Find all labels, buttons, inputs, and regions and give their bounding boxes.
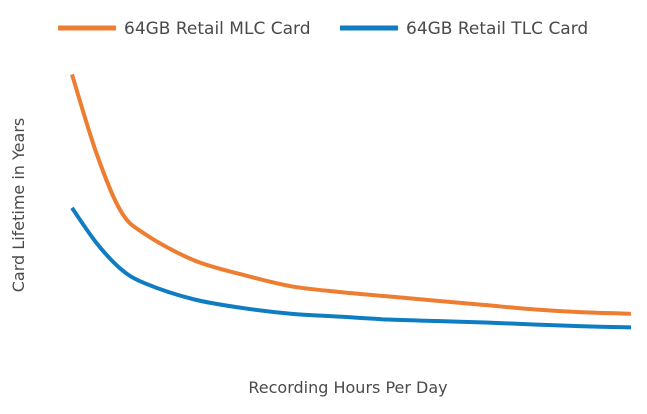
legend-item-tlc: 64GB Retail TLC Card: [340, 19, 588, 39]
x-axis-label: Recording Hours Per Day: [248, 378, 447, 397]
legend-label-mlc: 64GB Retail MLC Card: [124, 19, 311, 39]
legend-item-mlc: 64GB Retail MLC Card: [58, 19, 311, 39]
y-axis-label: Card Lifetime in Years: [9, 118, 28, 292]
series-line-mlc: [70, 73, 632, 316]
legend: 64GB Retail MLC Card 64GB Retail TLC Car…: [58, 19, 588, 39]
plot-area: [70, 73, 632, 330]
series-line-tlc: [70, 206, 632, 330]
legend-label-tlc: 64GB Retail TLC Card: [406, 19, 588, 39]
